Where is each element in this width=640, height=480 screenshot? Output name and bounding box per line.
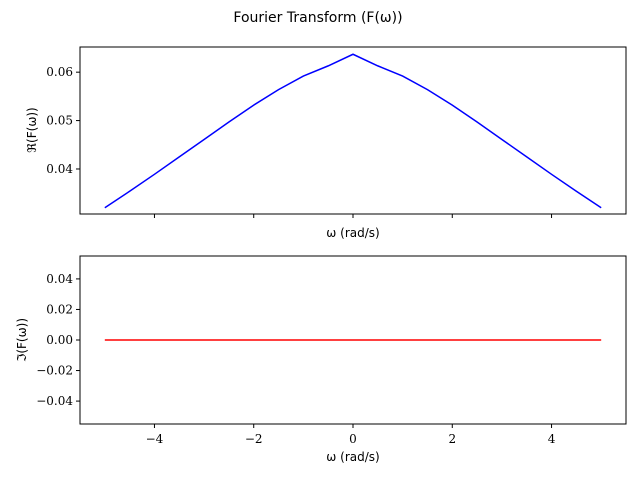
x-tick-label: −2 (245, 432, 263, 446)
real-part-axes-frame (79, 46, 627, 215)
imaginary-part-panel: −0.04−0.020.000.020.04−4 −2 0 2 4 ω (rad/s) … (15, 255, 627, 464)
y-tick-label: 0.02 (46, 302, 73, 316)
real-part-ticks: 0.04 0.05 0.06 (46, 65, 553, 218)
imaginary-part-ylabel: ℑ(F(ω)) (15, 318, 29, 362)
y-tick-label: −0.04 (36, 394, 73, 408)
real-part-xlabel: ω (rad/s) (326, 226, 379, 240)
y-tick-label: 0.05 (46, 114, 73, 128)
real-part-line (104, 53, 602, 209)
real-part-panel: 0.04 0.05 0.06 ω (rad/s) ℜ(F(ω)) (25, 46, 627, 240)
x-tick-label: −4 (146, 432, 164, 446)
imaginary-part-xlabel: ω (rad/s) (326, 450, 379, 464)
x-tick-label: 0 (349, 432, 357, 446)
figure-title: Fourier Transform (F(ω)) (233, 10, 402, 26)
y-tick-label: −0.02 (36, 364, 73, 378)
imaginary-part-ticks: −0.04 −0.02 0.00 0.02 0.04 −4 −2 0 2 4 (36, 272, 556, 446)
y-tick-label: 0.06 (46, 65, 73, 79)
y-tick-label: 0.04 (46, 162, 73, 176)
y-tick-label: 0.04 (46, 272, 73, 286)
x-tick-label: 4 (548, 432, 556, 446)
y-tick-label: 0.00 (46, 333, 73, 347)
x-tick-label: 2 (448, 432, 456, 446)
real-part-ylabel: ℜ(F(ω)) (25, 107, 39, 152)
